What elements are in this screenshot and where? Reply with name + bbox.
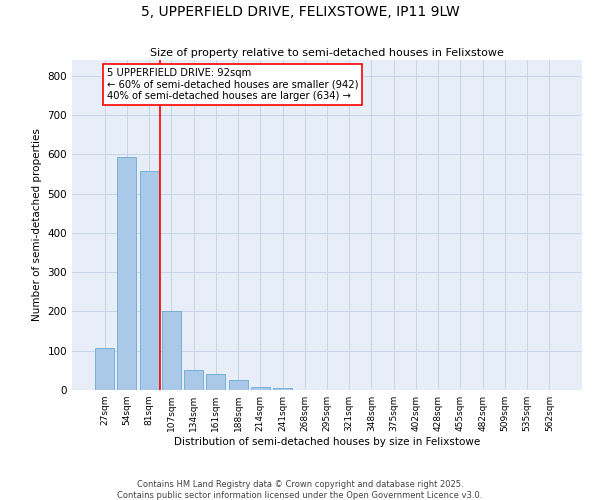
Bar bbox=[184, 370, 203, 390]
Bar bbox=[140, 171, 158, 390]
Text: Contains HM Land Registry data © Crown copyright and database right 2025.
Contai: Contains HM Land Registry data © Crown c… bbox=[118, 480, 482, 500]
Bar bbox=[251, 387, 270, 390]
Y-axis label: Number of semi-detached properties: Number of semi-detached properties bbox=[32, 128, 42, 322]
Bar bbox=[229, 380, 248, 390]
Bar bbox=[95, 348, 114, 390]
Bar bbox=[206, 374, 225, 390]
Title: Size of property relative to semi-detached houses in Felixstowe: Size of property relative to semi-detach… bbox=[150, 48, 504, 58]
Text: 5, UPPERFIELD DRIVE, FELIXSTOWE, IP11 9LW: 5, UPPERFIELD DRIVE, FELIXSTOWE, IP11 9L… bbox=[140, 5, 460, 19]
Bar bbox=[162, 311, 181, 390]
Text: 5 UPPERFIELD DRIVE: 92sqm
← 60% of semi-detached houses are smaller (942)
40% of: 5 UPPERFIELD DRIVE: 92sqm ← 60% of semi-… bbox=[107, 68, 358, 101]
X-axis label: Distribution of semi-detached houses by size in Felixstowe: Distribution of semi-detached houses by … bbox=[174, 437, 480, 447]
Bar bbox=[273, 388, 292, 390]
Bar bbox=[118, 158, 136, 390]
